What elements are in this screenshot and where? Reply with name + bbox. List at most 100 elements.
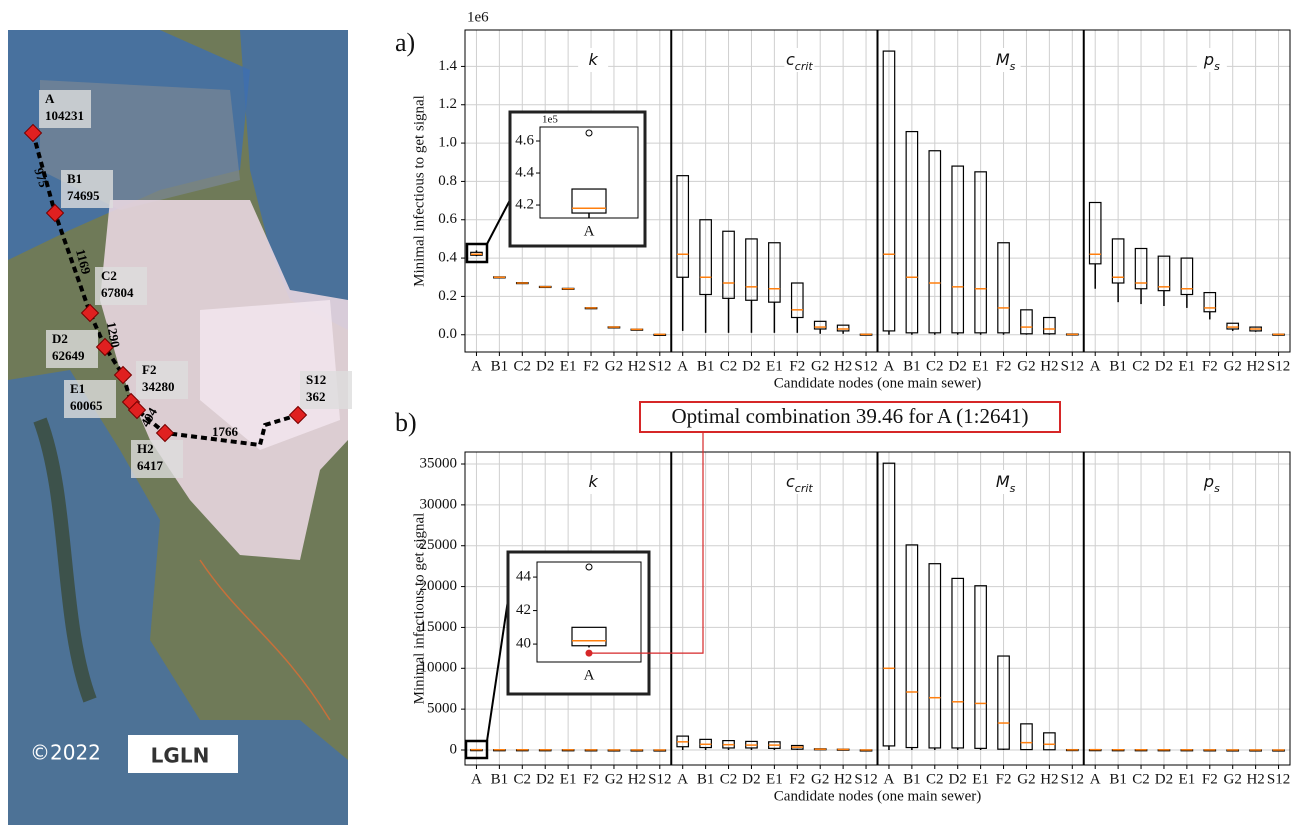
node-population: 60065 xyxy=(70,398,103,413)
x-tick-label: E1 xyxy=(1179,358,1196,374)
x-tick-label: F2 xyxy=(789,358,805,374)
group-subscript: s xyxy=(1214,60,1220,73)
x-tick-label: H2 xyxy=(1246,771,1264,787)
x-tick-label: F2 xyxy=(996,358,1012,374)
node-population: 6417 xyxy=(137,458,164,473)
node-name: D2 xyxy=(52,331,68,346)
y-tick-label: 1.4 xyxy=(438,58,457,74)
x-tick-label: H2 xyxy=(628,358,646,374)
x-tick-label: E1 xyxy=(766,358,783,374)
group-subscript: s xyxy=(1214,482,1220,495)
optimal-point xyxy=(586,650,593,657)
annotation: Optimal combination 39.46 for A (1:2641) xyxy=(672,404,1029,428)
node-population: 74695 xyxy=(67,188,100,203)
x-tick-label: H2 xyxy=(1040,771,1058,787)
x-tick-label: S12 xyxy=(854,358,877,374)
x-tick-label: C2 xyxy=(926,771,944,787)
x-tick-label: D2 xyxy=(949,771,967,787)
group-symbol: M xyxy=(996,472,1010,491)
x-tick-label: D2 xyxy=(742,358,760,374)
x-tick-label: B1 xyxy=(1109,358,1127,374)
x-tick-label: C2 xyxy=(720,358,738,374)
x-tick-label: A xyxy=(1090,771,1101,787)
x-tick-label: A xyxy=(884,771,895,787)
y-tick-label: 1.0 xyxy=(438,135,457,151)
x-tick-label: S12 xyxy=(854,771,877,787)
group-title: k xyxy=(588,50,598,69)
group-symbol: c xyxy=(786,50,795,69)
node-population: 34280 xyxy=(142,379,175,394)
axis-offset: 1e6 xyxy=(467,9,489,25)
x-tick-label: G2 xyxy=(811,358,829,374)
panel-label: b) xyxy=(395,408,417,437)
group-subscript: s xyxy=(1010,60,1016,73)
x-tick-label: D2 xyxy=(536,771,554,787)
edge-length: 1766 xyxy=(212,424,239,439)
x-tick-label: S12 xyxy=(1061,771,1084,787)
x-tick-label: B1 xyxy=(1109,771,1127,787)
x-tick-label: C2 xyxy=(514,771,532,787)
y-tick-label: 44 xyxy=(516,569,532,585)
node-name: B1 xyxy=(67,171,82,186)
y-axis-label: Minimal infectious to get signal xyxy=(411,95,427,287)
group-symbol: p xyxy=(1203,472,1214,491)
x-tick-label: F2 xyxy=(996,771,1012,787)
y-tick-label: 0.2 xyxy=(438,288,457,304)
node-name: H2 xyxy=(137,441,154,456)
group-symbol: c xyxy=(786,472,795,491)
x-tick-label: S12 xyxy=(1267,771,1290,787)
x-tick-label: D2 xyxy=(949,358,967,374)
x-tick-label: C2 xyxy=(1132,771,1150,787)
node-name: F2 xyxy=(142,362,156,377)
group-subscript: crit xyxy=(795,482,814,495)
x-tick-label: D2 xyxy=(1155,358,1173,374)
x-tick-label: S12 xyxy=(1267,358,1290,374)
x-tick-label: B1 xyxy=(491,358,509,374)
x-tick-label: A xyxy=(471,771,482,787)
x-tick-label: F2 xyxy=(789,771,805,787)
x-tick-label: F2 xyxy=(583,771,599,787)
map: A104231B174695C267804D262649F234280E1600… xyxy=(8,30,352,825)
x-tick-label: A xyxy=(677,358,688,374)
x-tick-label: H2 xyxy=(628,771,646,787)
x-tick-label: B1 xyxy=(491,771,509,787)
y-tick-label: 30000 xyxy=(420,496,458,512)
x-tick-label: H2 xyxy=(834,771,852,787)
y-tick-label: 4.6 xyxy=(515,132,534,148)
x-tick-label: G2 xyxy=(1224,358,1242,374)
x-tick-label: C2 xyxy=(1132,358,1150,374)
x-tick-label: D2 xyxy=(742,771,760,787)
y-tick-label: 4.2 xyxy=(515,196,534,212)
x-tick-label: E1 xyxy=(972,771,989,787)
x-tick-label: F2 xyxy=(1202,771,1218,787)
x-tick-label: G2 xyxy=(605,358,623,374)
y-tick-label: 0.0 xyxy=(438,326,457,342)
node-population: 62649 xyxy=(52,348,85,363)
x-tick-label: H2 xyxy=(1246,358,1264,374)
x-tick-label: C2 xyxy=(514,358,532,374)
x-tick-label: G2 xyxy=(1017,358,1035,374)
x-tick-label: S12 xyxy=(648,771,671,787)
panel-label: a) xyxy=(395,28,415,57)
x-tick-label: D2 xyxy=(536,358,554,374)
x-tick-label: B1 xyxy=(697,358,715,374)
logo: LGLN xyxy=(151,744,210,768)
node-population: 67804 xyxy=(101,285,134,300)
group-symbol: M xyxy=(996,50,1010,69)
x-tick-label: B1 xyxy=(903,771,921,787)
node-name: C2 xyxy=(101,268,117,283)
x-tick-label: G2 xyxy=(605,771,623,787)
x-tick-label: H2 xyxy=(1040,358,1058,374)
group-subscript: s xyxy=(1010,482,1016,495)
x-tick-label: S12 xyxy=(648,358,671,374)
x-tick-label: A xyxy=(884,358,895,374)
copyright: ©2022 xyxy=(30,741,101,765)
x-tick-label: E1 xyxy=(560,358,577,374)
x-tick-label: E1 xyxy=(1179,771,1196,787)
x-tick-label: A xyxy=(1090,358,1101,374)
x-tick-label: H2 xyxy=(834,358,852,374)
y-tick-label: 4.4 xyxy=(515,164,534,180)
x-tick-label: E1 xyxy=(972,358,989,374)
y-tick-label: 0.4 xyxy=(438,250,457,266)
x-axis-label: Candidate nodes (one main sewer) xyxy=(774,375,981,391)
